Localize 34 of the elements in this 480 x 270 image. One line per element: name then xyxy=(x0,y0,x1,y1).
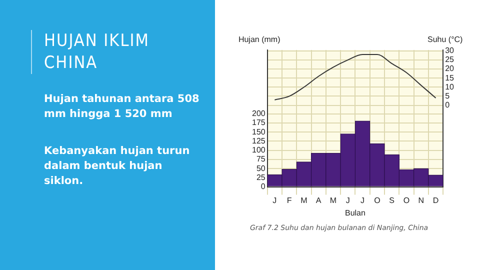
y2-tick-label: 5 xyxy=(445,91,450,100)
x-tick-label: S xyxy=(389,196,395,205)
x-tick-label: J xyxy=(272,196,277,205)
x-tick-label: A xyxy=(316,196,322,205)
x-tick-label: M xyxy=(300,196,308,205)
y-tick-label: 50 xyxy=(256,164,266,173)
x-tick-label: D xyxy=(432,196,439,205)
y2-tick-label: 15 xyxy=(445,73,455,82)
x-tick-label: J xyxy=(360,196,365,205)
y-tick-label: 125 xyxy=(252,136,266,146)
text: Hujan tahunan antara 508 mm hingga 1 520 mm xyxy=(44,92,200,122)
y-tick-label: 100 xyxy=(252,146,266,155)
y2-tick-label: 10 xyxy=(445,82,455,92)
y-tick-label: 75 xyxy=(256,154,266,164)
x-tick-label: M xyxy=(330,196,337,205)
y-tick-label: 150 xyxy=(252,127,266,136)
x-tick-label: J xyxy=(346,196,350,205)
y2-tick-label: 20 xyxy=(445,64,455,74)
text: HUJAN IKLIM CHINA xyxy=(31,30,204,74)
y-tick-label: 25 xyxy=(256,172,266,182)
x-axis-title: Bulan xyxy=(344,208,366,218)
y-tick-label: 175 xyxy=(252,118,266,128)
text: Kebanyakan hujan turun dalam bentuk hujan siklon. xyxy=(44,144,191,189)
x-tick-label: O xyxy=(403,196,410,205)
y2-tick-label: 30 xyxy=(445,46,455,56)
y2-axis-title: Suhu (°C) xyxy=(427,35,464,44)
x-tick-label: O xyxy=(374,196,380,205)
y-tick-label: 0 xyxy=(260,182,266,192)
y2-tick-label: 0 xyxy=(445,100,450,110)
y2-tick-label: 25 xyxy=(445,55,455,64)
x-tick-label: N xyxy=(418,196,424,205)
y-axis-title: Hujan (mm) xyxy=(238,35,281,44)
y-tick-label: 200 xyxy=(252,109,266,118)
x-tick-label: F xyxy=(286,196,292,205)
